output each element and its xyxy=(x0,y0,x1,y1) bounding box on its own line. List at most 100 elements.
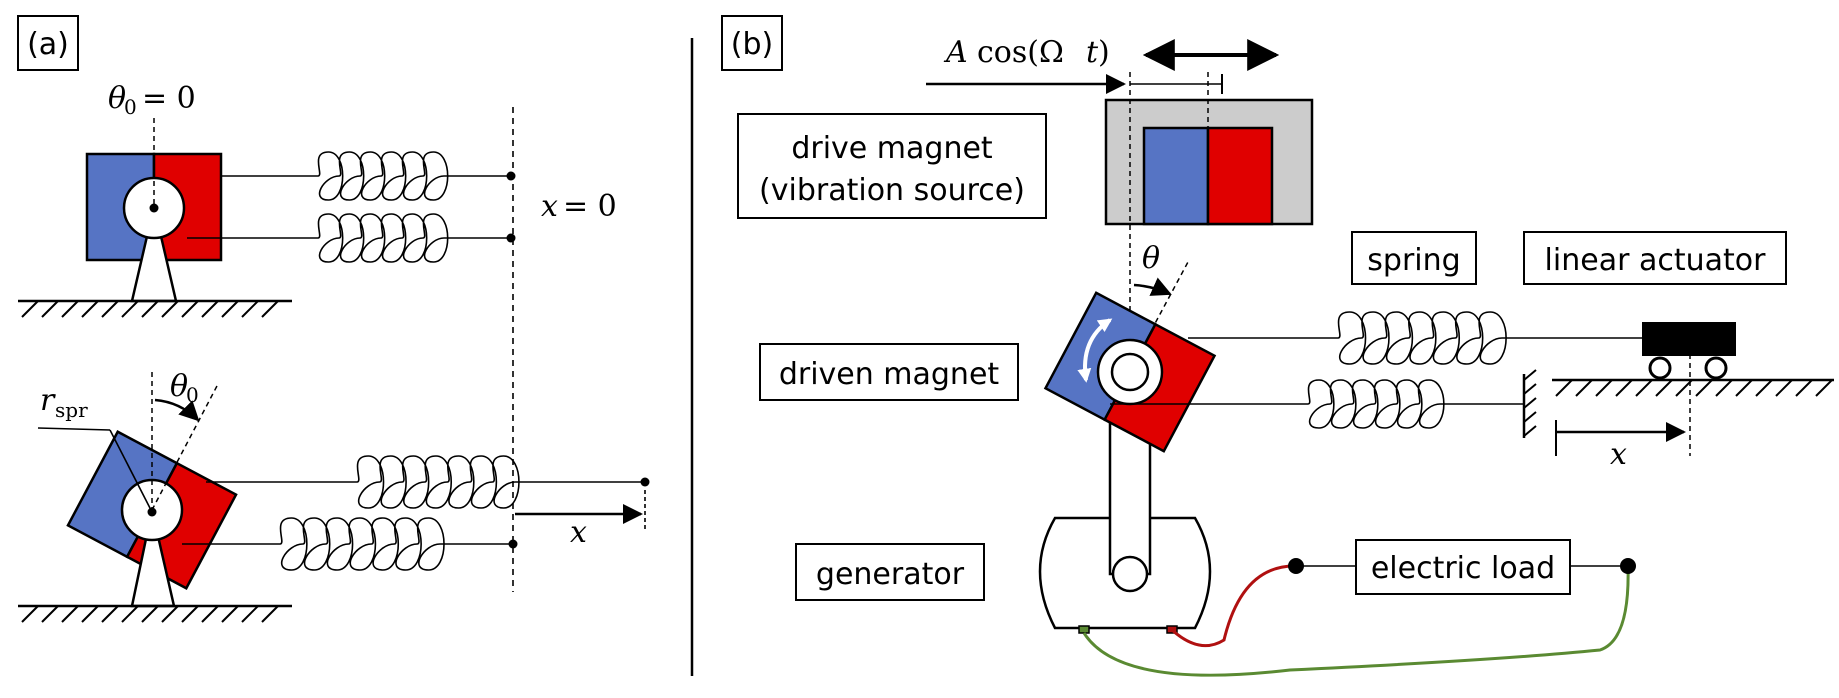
panel-a-label: (a) xyxy=(27,27,69,62)
linear-actuator-label-box xyxy=(1523,231,1787,285)
theta-label: θ xyxy=(1142,241,1160,276)
theta0-angle-arrow xyxy=(154,398,200,422)
lower-rotor-magnet xyxy=(37,372,238,608)
hatch-line xyxy=(1715,379,1733,397)
hatch-line xyxy=(61,605,79,623)
svg-text:x: x xyxy=(541,189,558,224)
cart-body xyxy=(1642,322,1736,356)
hatch-line xyxy=(201,300,219,318)
load-terminal-right xyxy=(1620,558,1636,574)
hatch-line xyxy=(1595,379,1613,397)
hatch-line xyxy=(241,605,259,623)
svg-text:t: t xyxy=(1086,35,1099,70)
hatch-line xyxy=(181,300,199,318)
actuator-ground xyxy=(1552,378,1834,397)
hatch-line xyxy=(21,300,39,318)
hatch-line xyxy=(261,300,279,318)
drive-magnet-blue-pole xyxy=(1142,126,1210,226)
generator-label: generator xyxy=(816,557,965,592)
svg-text:): ) xyxy=(1098,35,1110,70)
hatch-line xyxy=(101,605,119,623)
upper-ground xyxy=(18,299,292,318)
svg-text:= 0: = 0 xyxy=(142,81,196,116)
linear-actuator-label: linear actuator xyxy=(1545,243,1767,278)
linear-actuator-cart xyxy=(1642,322,1736,380)
hatch-line xyxy=(201,605,219,623)
panel-a-label-box xyxy=(17,15,79,71)
hatch-line xyxy=(221,300,239,318)
hatch-line xyxy=(161,300,179,318)
hatch-line xyxy=(241,300,259,318)
hatch-line xyxy=(161,605,179,623)
svg-text:0: 0 xyxy=(124,95,137,119)
hatch-line xyxy=(1523,397,1537,409)
hatch-line xyxy=(1735,379,1753,397)
lower-ground xyxy=(18,604,292,623)
hatch-line xyxy=(81,300,99,318)
spring-label: spring xyxy=(1367,243,1460,278)
spring-label-box xyxy=(1351,231,1477,285)
upper-springs xyxy=(187,151,516,263)
hatch-line xyxy=(1523,383,1537,395)
svg-text:r: r xyxy=(40,383,56,418)
drive-magnet-red-pole xyxy=(1206,126,1274,226)
generator-terminal-left xyxy=(1078,625,1090,634)
r-spr-label: r spr xyxy=(40,383,88,422)
driven-magnet xyxy=(1043,291,1217,453)
wall-anchor xyxy=(1522,369,1537,438)
hatch-line xyxy=(141,300,159,318)
hatch-line xyxy=(1615,379,1633,397)
panel-b-label: (b) xyxy=(731,27,773,62)
hatch-line xyxy=(1635,379,1653,397)
drive-magnet-label-box xyxy=(737,113,1047,219)
electric-load-label: electric load xyxy=(1371,551,1555,586)
spring-coil xyxy=(356,455,520,509)
hatch-line xyxy=(101,300,119,318)
cart-wheel-right xyxy=(1704,356,1728,380)
hatch-line xyxy=(1523,425,1537,437)
svg-text:θ: θ xyxy=(170,369,188,404)
drive-magnet-label-line1: drive magnet xyxy=(791,131,993,166)
drive-displacement-label: A cos(Ω t ) xyxy=(943,35,1110,70)
panel-b: (b) A cos(Ω t ) drive magnet (vibration … xyxy=(721,15,1834,677)
drive-magnet xyxy=(1104,98,1314,226)
rotation-arrow xyxy=(1077,318,1113,383)
spring-coil xyxy=(1337,311,1507,365)
hatch-line xyxy=(1775,379,1793,397)
cart-wheel-left xyxy=(1648,356,1672,380)
svg-text:0: 0 xyxy=(186,383,199,407)
r-spr-leader xyxy=(109,429,153,513)
electric-load-box xyxy=(1355,539,1571,595)
red-wire xyxy=(1171,564,1297,648)
generator-pulley xyxy=(1111,555,1149,593)
hatch-line xyxy=(41,300,59,318)
spring-coil xyxy=(317,151,449,201)
spring-coil xyxy=(1307,379,1445,429)
upper-rotor-magnet xyxy=(85,118,223,303)
svg-text:= 0: = 0 xyxy=(563,189,617,224)
x-zero-label: x = 0 xyxy=(541,189,617,224)
hatch-line xyxy=(81,605,99,623)
hatch-line xyxy=(121,300,139,318)
hatch-line xyxy=(1655,379,1673,397)
hatch-line xyxy=(121,605,139,623)
hatch-line xyxy=(1575,379,1593,397)
panel-b-label-box xyxy=(721,15,783,71)
hatch-line xyxy=(1695,379,1713,397)
hatch-line xyxy=(1555,379,1573,397)
actuator-x-label: x xyxy=(1610,437,1627,472)
panel-b-springs xyxy=(1110,311,1642,429)
panel-a: (a) θ 0 = 0 xyxy=(17,15,650,623)
green-wire xyxy=(1082,565,1630,677)
drive-magnet-label-line2: (vibration source) xyxy=(759,173,1025,208)
driven-magnet-label: driven magnet xyxy=(779,357,1000,392)
hatch-line xyxy=(41,605,59,623)
hatch-line xyxy=(261,605,279,623)
hatch-line xyxy=(1523,411,1537,423)
svg-text:cos(Ω: cos(Ω xyxy=(977,35,1064,70)
hatch-line xyxy=(21,605,39,623)
hatch-line xyxy=(141,605,159,623)
spring-coil xyxy=(317,213,449,263)
x-displacement-label: x xyxy=(570,515,587,550)
